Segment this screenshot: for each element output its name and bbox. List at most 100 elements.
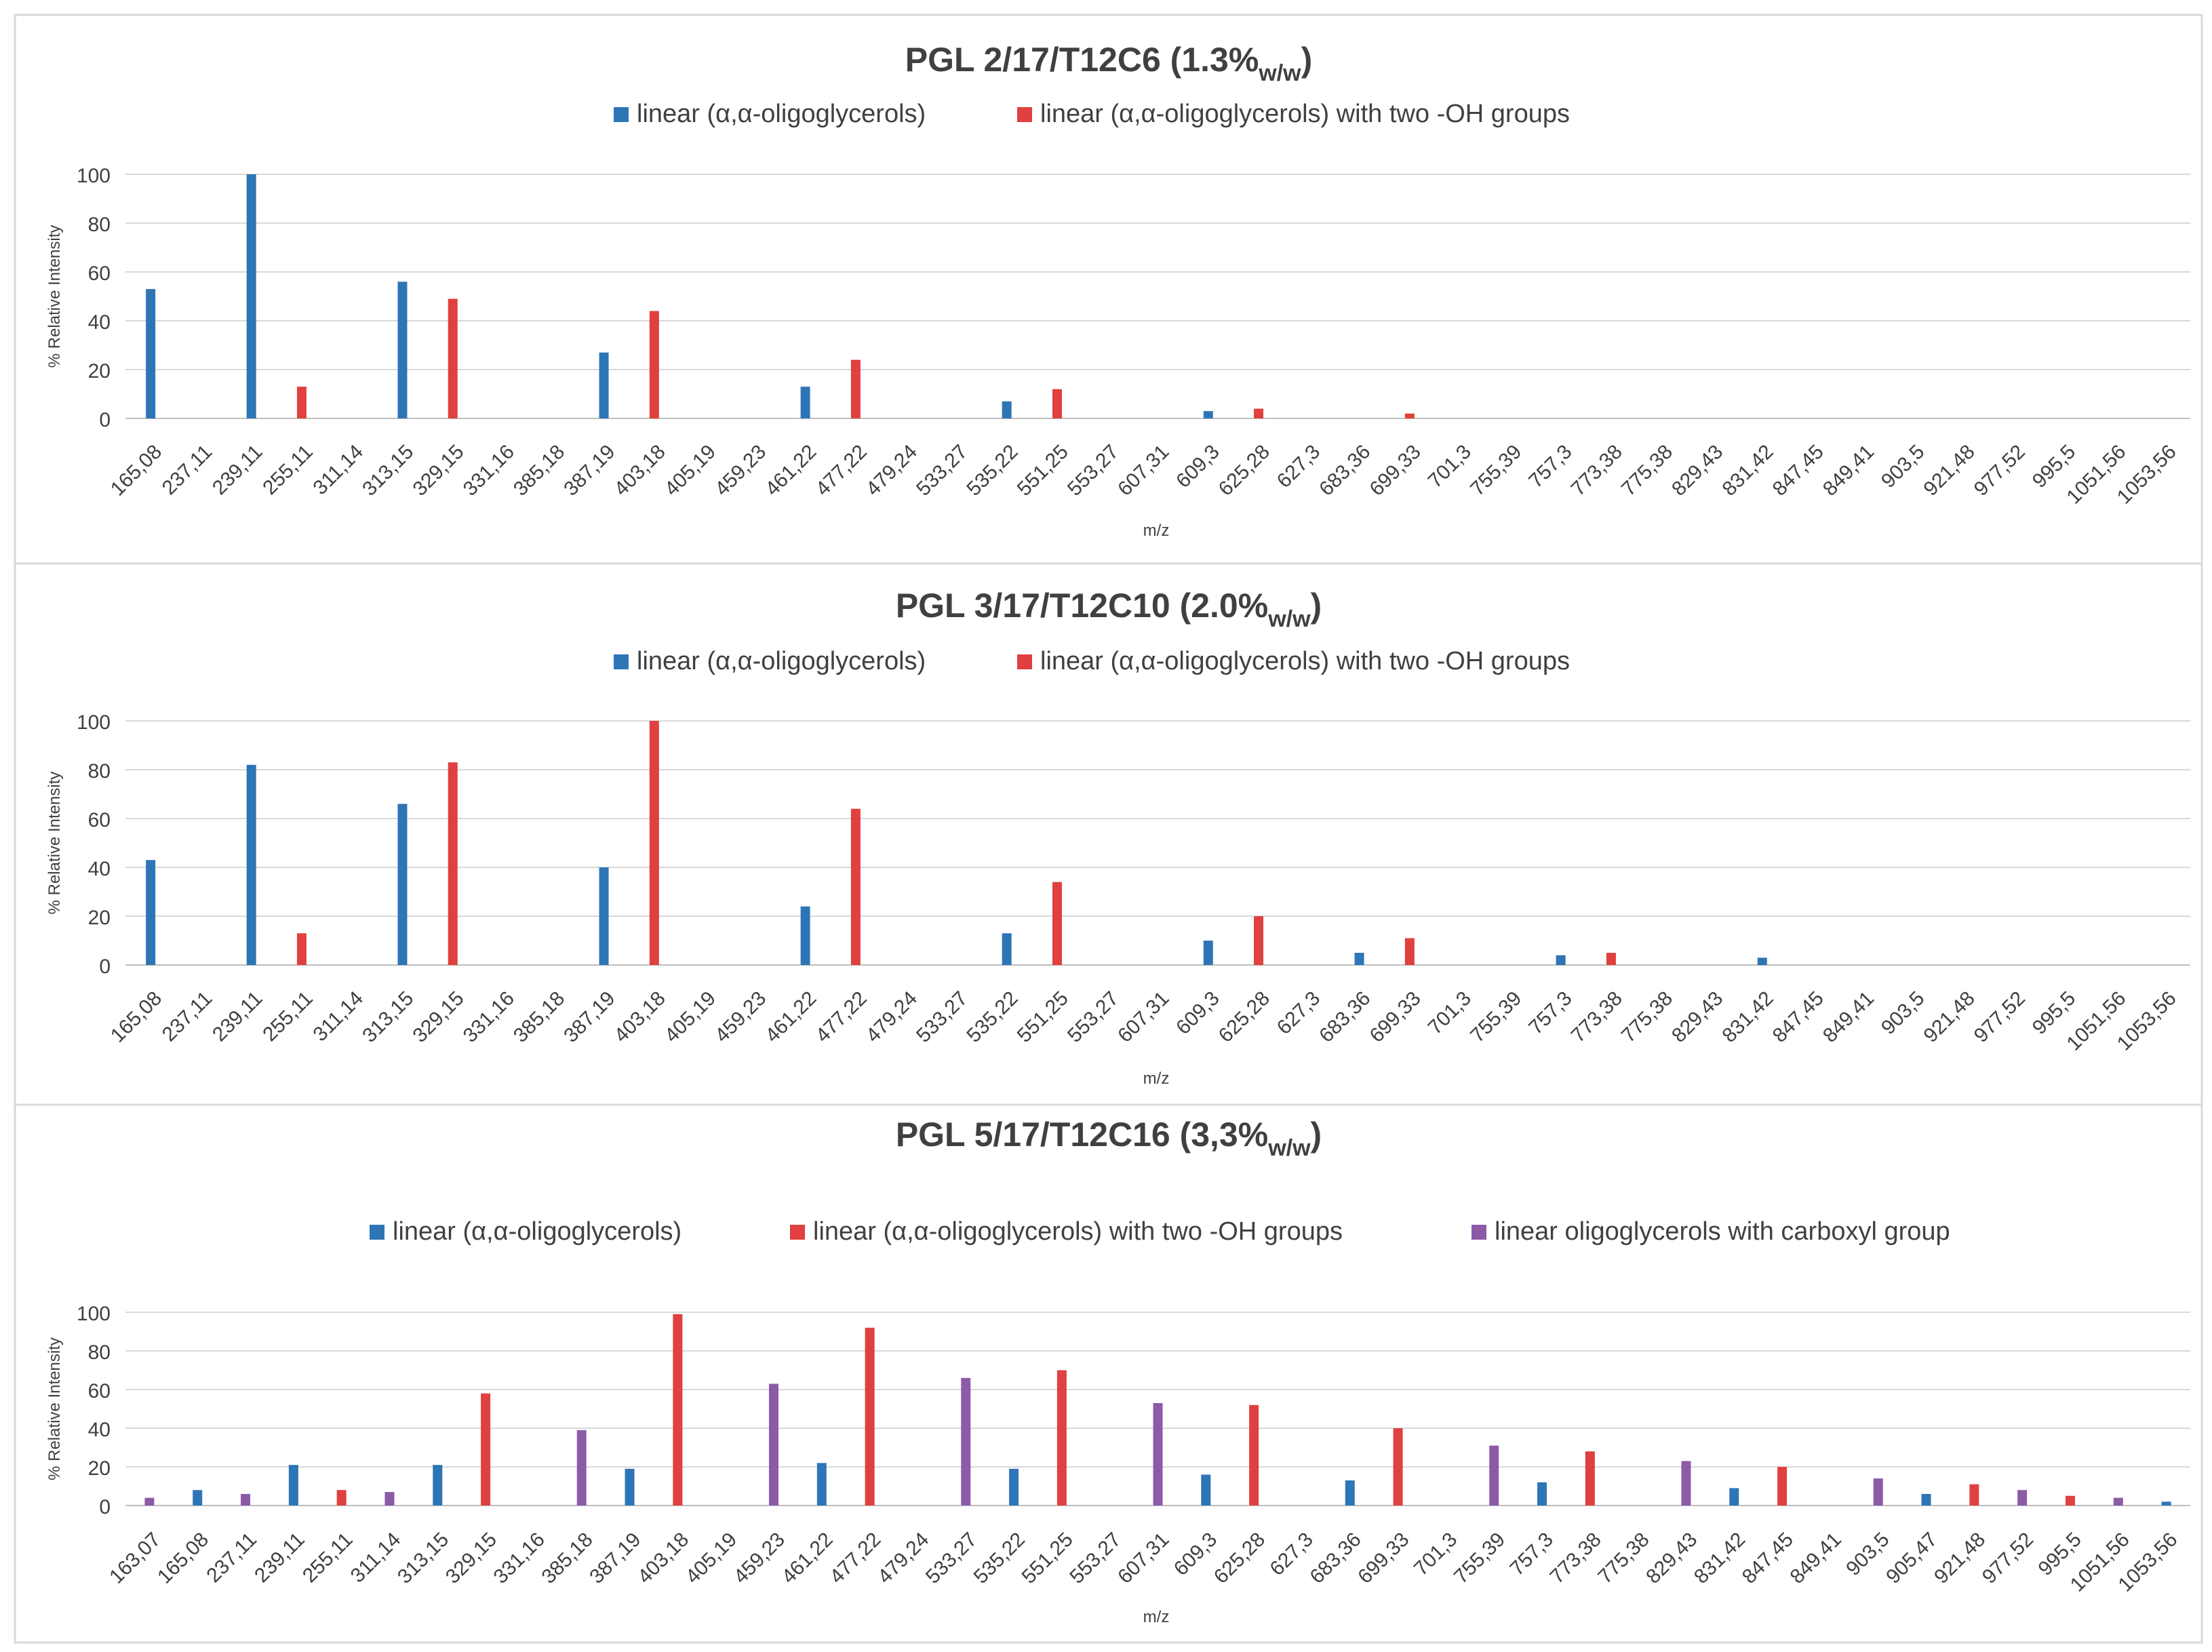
x-tick-label: 847,45 bbox=[1738, 1529, 1798, 1588]
x-tick-label: 755,39 bbox=[1450, 1529, 1509, 1588]
x-tick-label: 331,16 bbox=[459, 441, 519, 500]
x-tick-label: 405,19 bbox=[660, 441, 720, 500]
legend-label: linear (α,α-oligoglycerols) with two -OH… bbox=[1040, 647, 1570, 675]
y-tick-label: 0 bbox=[99, 409, 111, 431]
bar-linear bbox=[599, 352, 609, 418]
bar-linear-two-oh bbox=[673, 1314, 683, 1506]
x-tick-label: 405,19 bbox=[660, 987, 720, 1047]
bar-linear bbox=[1921, 1493, 1931, 1506]
x-tick-label: 829,43 bbox=[1642, 1529, 1701, 1588]
bar-linear bbox=[397, 804, 408, 965]
bar-linear-two-oh bbox=[850, 808, 861, 965]
x-tick-label: 163,07 bbox=[105, 1529, 165, 1588]
bar-linear bbox=[397, 281, 408, 418]
bar-linear-two-oh bbox=[448, 762, 458, 965]
bar-linear-two-oh bbox=[1254, 408, 1264, 418]
x-tick-label: 607,31 bbox=[1113, 1529, 1173, 1588]
x-tick-label: 255,11 bbox=[258, 441, 317, 500]
y-tick-label: 100 bbox=[77, 711, 111, 734]
chart-title: PGL 2/17/T12C6 (1.3%w/w) bbox=[905, 41, 1313, 86]
legend-swatch bbox=[370, 1225, 384, 1240]
bar-linear bbox=[800, 906, 810, 965]
bar-linear-two-oh bbox=[1254, 916, 1264, 965]
x-tick-label: 625,28 bbox=[1210, 1529, 1269, 1588]
bar-linear-two-oh bbox=[296, 933, 307, 965]
x-tick-label: 553,27 bbox=[1063, 987, 1123, 1047]
bar-linear bbox=[1203, 941, 1213, 965]
x-axis-label: m/z bbox=[1143, 522, 1170, 540]
x-tick-label: 829,43 bbox=[1667, 441, 1727, 500]
x-tick-label: 329,15 bbox=[408, 441, 468, 500]
bar-linear-two-oh bbox=[1056, 1370, 1067, 1506]
x-tick-label: 165,08 bbox=[153, 1529, 213, 1588]
bar-carboxyl bbox=[241, 1493, 251, 1506]
x-tick-label: 311,14 bbox=[309, 441, 368, 500]
bar-carboxyl bbox=[1153, 1402, 1163, 1506]
bar-linear bbox=[1537, 1482, 1547, 1506]
x-tick-label: 607,31 bbox=[1113, 987, 1173, 1047]
x-tick-label: 405,19 bbox=[682, 1529, 741, 1588]
bar-linear-two-oh bbox=[296, 387, 307, 418]
x-tick-label: 461,22 bbox=[761, 987, 821, 1047]
chart-title: PGL 3/17/T12C10 (2.0%w/w) bbox=[896, 587, 1322, 632]
x-tick-label: 237,11 bbox=[202, 1529, 261, 1588]
y-tick-label: 0 bbox=[99, 1496, 111, 1518]
x-tick-label: 551,25 bbox=[1013, 987, 1073, 1047]
bar-linear bbox=[433, 1465, 443, 1506]
bar-carboxyl bbox=[1489, 1445, 1499, 1506]
y-axis-label: % Relative Intensity bbox=[45, 1337, 64, 1480]
bar-linear bbox=[1009, 1468, 1019, 1506]
x-tick-label: 479,24 bbox=[862, 987, 922, 1047]
bar-linear bbox=[1201, 1474, 1211, 1506]
x-tick-label: 831,42 bbox=[1718, 987, 1777, 1047]
x-tick-label: 699,33 bbox=[1354, 1529, 1413, 1588]
x-tick-label: 533,27 bbox=[922, 1529, 981, 1588]
x-tick-label: 551,25 bbox=[1013, 441, 1073, 500]
legend-label: linear oligoglycerols with carboxyl grou… bbox=[1495, 1217, 1950, 1246]
x-tick-label: 683,36 bbox=[1315, 987, 1375, 1047]
x-tick-label: 775,38 bbox=[1617, 987, 1677, 1047]
x-tick-label: 331,16 bbox=[459, 987, 519, 1047]
bar-linear-two-oh bbox=[1404, 413, 1415, 418]
x-tick-label: 313,15 bbox=[358, 441, 418, 500]
legend-label: linear (α,α-oligoglycerols) with two -OH… bbox=[1040, 100, 1570, 128]
y-tick-label: 20 bbox=[88, 907, 111, 929]
x-tick-label: 239,11 bbox=[208, 987, 267, 1046]
x-tick-label: 165,08 bbox=[106, 987, 166, 1047]
x-tick-label: 625,28 bbox=[1214, 441, 1274, 500]
x-axis-label: m/z bbox=[1143, 1608, 1170, 1626]
bar-linear-two-oh bbox=[1606, 953, 1616, 965]
legend-label: linear (α,α-oligoglycerols) bbox=[637, 647, 926, 675]
x-tick-label: 255,11 bbox=[298, 1529, 357, 1588]
y-tick-label: 60 bbox=[88, 809, 111, 831]
chart-panel-2: PGL 3/17/T12C10 (2.0%w/w) linear (α,α-oli… bbox=[45, 587, 2190, 1088]
x-tick-label: 311,14 bbox=[347, 1529, 406, 1588]
bar-linear-two-oh bbox=[448, 298, 458, 418]
x-tick-label: 699,33 bbox=[1366, 987, 1425, 1047]
x-tick-label: 921,48 bbox=[1930, 1529, 1990, 1588]
chart-panel-3: PGL 5/17/T12C16 (3,3%w/w) linear (α,α-oli… bbox=[45, 1116, 2190, 1626]
x-tick-label: 553,27 bbox=[1065, 1529, 1125, 1588]
bar-linear bbox=[599, 867, 609, 965]
x-tick-label: 477,22 bbox=[812, 987, 871, 1047]
bar-linear-two-oh bbox=[1777, 1467, 1788, 1506]
y-axis-label: % Relative Intensity bbox=[45, 772, 64, 915]
x-tick-label: 239,11 bbox=[208, 441, 267, 500]
x-tick-label: 977,52 bbox=[1970, 987, 2030, 1047]
y-axis-label: % Relative Intensity bbox=[45, 225, 64, 368]
bar-carboxyl bbox=[768, 1383, 778, 1506]
y-tick-label: 100 bbox=[77, 1303, 111, 1325]
x-tick-label: 237,11 bbox=[158, 987, 217, 1046]
x-tick-label: 403,18 bbox=[633, 1529, 693, 1588]
bar-linear-two-oh bbox=[1404, 938, 1415, 965]
x-tick-label: 921,48 bbox=[1920, 987, 1979, 1047]
bar-linear-two-oh bbox=[481, 1393, 491, 1506]
x-tick-label: 459,23 bbox=[711, 441, 770, 500]
bar-linear-two-oh bbox=[1052, 882, 1062, 965]
x-tick-label: 755,39 bbox=[1466, 441, 1526, 500]
x-tick-label: 311,14 bbox=[309, 987, 368, 1046]
bar-linear bbox=[1002, 401, 1012, 418]
x-tick-label: 533,27 bbox=[912, 441, 972, 500]
x-tick-label: 535,22 bbox=[962, 441, 1022, 500]
